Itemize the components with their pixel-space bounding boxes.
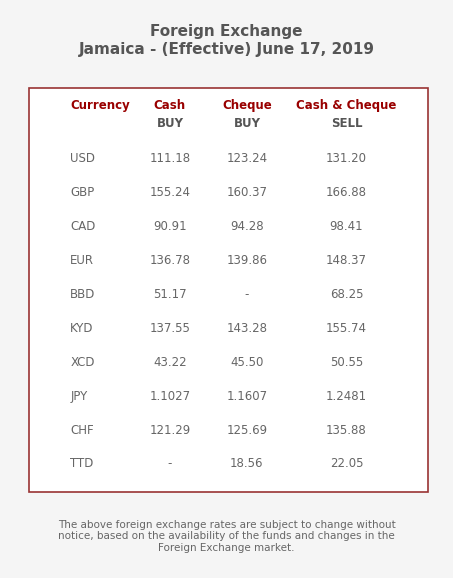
Text: XCD: XCD bbox=[70, 355, 95, 369]
Text: 143.28: 143.28 bbox=[226, 322, 267, 335]
Text: Currency: Currency bbox=[70, 99, 130, 112]
Text: 18.56: 18.56 bbox=[230, 457, 264, 470]
Text: 125.69: 125.69 bbox=[226, 424, 267, 436]
Text: 148.37: 148.37 bbox=[326, 254, 367, 267]
Text: Foreign Exchange: Foreign Exchange bbox=[150, 24, 303, 39]
Text: 50.55: 50.55 bbox=[330, 355, 363, 369]
Text: 155.24: 155.24 bbox=[149, 186, 190, 199]
Text: 1.2481: 1.2481 bbox=[326, 390, 367, 402]
Text: 139.86: 139.86 bbox=[226, 254, 267, 267]
Text: 111.18: 111.18 bbox=[149, 152, 190, 165]
Text: 1.1027: 1.1027 bbox=[149, 390, 190, 402]
Text: 136.78: 136.78 bbox=[149, 254, 190, 267]
Text: BUY: BUY bbox=[156, 117, 183, 129]
Text: EUR: EUR bbox=[70, 254, 94, 267]
Text: 121.29: 121.29 bbox=[149, 424, 191, 436]
Text: 1.1607: 1.1607 bbox=[226, 390, 267, 402]
Text: 51.17: 51.17 bbox=[153, 288, 187, 301]
Text: 131.20: 131.20 bbox=[326, 152, 367, 165]
Text: Jamaica - (Effective) June 17, 2019: Jamaica - (Effective) June 17, 2019 bbox=[78, 42, 375, 57]
Text: TTD: TTD bbox=[70, 457, 94, 470]
Text: -: - bbox=[168, 457, 172, 470]
Text: 166.88: 166.88 bbox=[326, 186, 367, 199]
Text: The above foreign exchange rates are subject to change without
notice, based on : The above foreign exchange rates are sub… bbox=[58, 520, 395, 553]
Text: 155.74: 155.74 bbox=[326, 322, 367, 335]
Text: CHF: CHF bbox=[70, 424, 94, 436]
Text: Cash & Cheque: Cash & Cheque bbox=[296, 99, 397, 112]
Text: -: - bbox=[245, 288, 249, 301]
Text: BUY: BUY bbox=[233, 117, 260, 129]
Text: 68.25: 68.25 bbox=[330, 288, 363, 301]
Text: GBP: GBP bbox=[70, 186, 95, 199]
Text: 98.41: 98.41 bbox=[330, 220, 363, 233]
Text: 137.55: 137.55 bbox=[149, 322, 190, 335]
Text: Cheque: Cheque bbox=[222, 99, 272, 112]
Text: 45.50: 45.50 bbox=[230, 355, 264, 369]
Text: 43.22: 43.22 bbox=[153, 355, 187, 369]
Text: 135.88: 135.88 bbox=[326, 424, 367, 436]
Text: 90.91: 90.91 bbox=[153, 220, 187, 233]
Text: 160.37: 160.37 bbox=[226, 186, 267, 199]
Text: 123.24: 123.24 bbox=[226, 152, 267, 165]
Text: CAD: CAD bbox=[70, 220, 96, 233]
Text: SELL: SELL bbox=[331, 117, 362, 129]
Text: Cash: Cash bbox=[154, 99, 186, 112]
Text: BBD: BBD bbox=[70, 288, 96, 301]
Text: 22.05: 22.05 bbox=[330, 457, 363, 470]
Text: JPY: JPY bbox=[70, 390, 87, 402]
Text: USD: USD bbox=[70, 152, 95, 165]
Text: 94.28: 94.28 bbox=[230, 220, 264, 233]
Text: KYD: KYD bbox=[70, 322, 94, 335]
FancyBboxPatch shape bbox=[29, 88, 428, 492]
